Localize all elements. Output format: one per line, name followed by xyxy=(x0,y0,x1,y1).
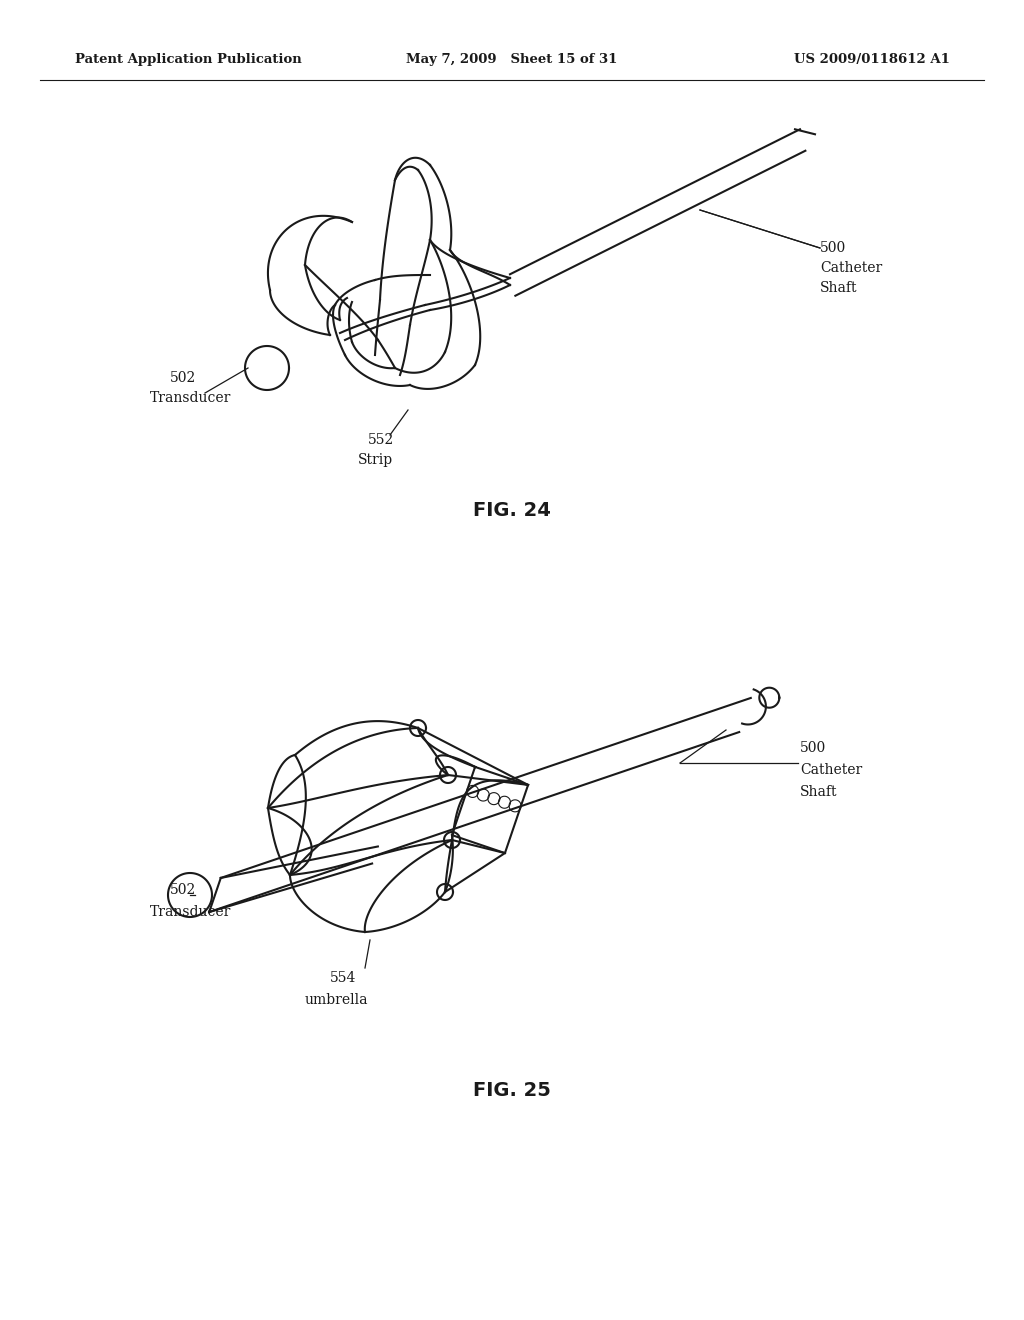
Text: 502: 502 xyxy=(170,371,197,385)
Text: 500: 500 xyxy=(800,741,826,755)
Text: FIG. 25: FIG. 25 xyxy=(473,1081,551,1100)
Text: 502: 502 xyxy=(170,883,197,898)
Text: Patent Application Publication: Patent Application Publication xyxy=(75,54,302,66)
Text: Catheter: Catheter xyxy=(820,261,883,275)
Text: Catheter: Catheter xyxy=(800,763,862,777)
Text: May 7, 2009   Sheet 15 of 31: May 7, 2009 Sheet 15 of 31 xyxy=(407,54,617,66)
Text: 554: 554 xyxy=(330,972,356,985)
Text: Shaft: Shaft xyxy=(800,785,838,799)
Text: Transducer: Transducer xyxy=(150,906,231,919)
Text: Transducer: Transducer xyxy=(150,391,231,405)
Text: FIG. 24: FIG. 24 xyxy=(473,500,551,520)
Text: US 2009/0118612 A1: US 2009/0118612 A1 xyxy=(795,54,950,66)
Text: 500: 500 xyxy=(820,242,846,255)
Text: Strip: Strip xyxy=(358,453,393,467)
Text: Shaft: Shaft xyxy=(820,281,857,294)
Text: umbrella: umbrella xyxy=(305,993,369,1007)
Text: 552: 552 xyxy=(368,433,394,447)
